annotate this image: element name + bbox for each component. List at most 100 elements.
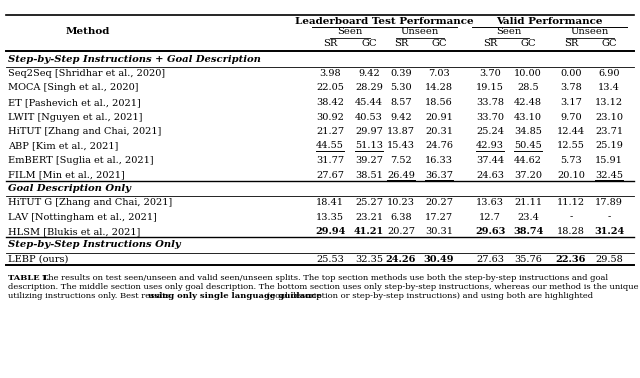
Text: 30.92: 30.92 — [316, 113, 344, 121]
Text: GC: GC — [601, 39, 617, 48]
Text: Method: Method — [66, 28, 110, 37]
Text: 5.73: 5.73 — [560, 156, 582, 165]
Text: SR: SR — [564, 39, 578, 48]
Text: 29.97: 29.97 — [355, 127, 383, 136]
Text: The results on test seen/unseen and valid seen/unseen splits. The top section me: The results on test seen/unseen and vali… — [40, 274, 608, 282]
Text: 15.43: 15.43 — [387, 141, 415, 150]
Text: 19.15: 19.15 — [476, 84, 504, 93]
Text: ABP [Kim et al., 2021]: ABP [Kim et al., 2021] — [8, 141, 118, 150]
Text: GC: GC — [361, 39, 377, 48]
Text: Step-by-Step Instructions Only: Step-by-Step Instructions Only — [8, 240, 180, 249]
Text: 9.42: 9.42 — [390, 113, 412, 121]
Text: 34.85: 34.85 — [514, 127, 542, 136]
Text: 13.4: 13.4 — [598, 84, 620, 93]
Text: Goal Description Only: Goal Description Only — [8, 184, 131, 192]
Text: 10.23: 10.23 — [387, 198, 415, 207]
Text: 51.13: 51.13 — [355, 141, 383, 150]
Text: 38.74: 38.74 — [513, 227, 543, 236]
Text: 25.53: 25.53 — [316, 255, 344, 263]
Text: 9.42: 9.42 — [358, 69, 380, 78]
Text: 30.31: 30.31 — [425, 227, 453, 236]
Text: -: - — [607, 212, 611, 222]
Text: 39.27: 39.27 — [355, 156, 383, 165]
Text: 29.94: 29.94 — [315, 227, 345, 236]
Text: 24.76: 24.76 — [425, 141, 453, 150]
Text: MOCA [Singh et al., 2020]: MOCA [Singh et al., 2020] — [8, 84, 138, 93]
Text: 0.00: 0.00 — [560, 69, 582, 78]
Text: Seq2Seq [Shridhar et al., 2020]: Seq2Seq [Shridhar et al., 2020] — [8, 69, 165, 78]
Text: 18.41: 18.41 — [316, 198, 344, 207]
Text: Unseen: Unseen — [401, 28, 439, 37]
Text: 41.21: 41.21 — [354, 227, 384, 236]
Text: 28.29: 28.29 — [355, 84, 383, 93]
Text: 40.53: 40.53 — [355, 113, 383, 121]
Text: SR: SR — [483, 39, 497, 48]
Text: 13.35: 13.35 — [316, 212, 344, 222]
Text: 17.89: 17.89 — [595, 198, 623, 207]
Text: 32.35: 32.35 — [355, 255, 383, 263]
Text: 13.12: 13.12 — [595, 98, 623, 107]
Text: 20.27: 20.27 — [387, 227, 415, 236]
Text: Step-by-Step Instructions + Goal Description: Step-by-Step Instructions + Goal Descrip… — [8, 54, 261, 64]
Text: 25.24: 25.24 — [476, 127, 504, 136]
Text: 44.55: 44.55 — [316, 141, 344, 150]
Text: 3.17: 3.17 — [560, 98, 582, 107]
Text: Leaderboard Test Performance: Leaderboard Test Performance — [295, 17, 474, 25]
Text: GC: GC — [431, 39, 447, 48]
Text: 32.45: 32.45 — [595, 170, 623, 180]
Text: 33.70: 33.70 — [476, 113, 504, 121]
Text: 25.27: 25.27 — [355, 198, 383, 207]
Text: 13.87: 13.87 — [387, 127, 415, 136]
Text: 44.62: 44.62 — [514, 156, 542, 165]
Text: 22.05: 22.05 — [316, 84, 344, 93]
Text: LEBP (ours): LEBP (ours) — [8, 255, 68, 263]
Text: 17.27: 17.27 — [425, 212, 453, 222]
Text: HiTUT G [Zhang and Chai, 2021]: HiTUT G [Zhang and Chai, 2021] — [8, 198, 172, 207]
Text: 18.28: 18.28 — [557, 227, 585, 236]
Text: 29.58: 29.58 — [595, 255, 623, 263]
Text: 7.03: 7.03 — [428, 69, 450, 78]
Text: TABLE I.: TABLE I. — [8, 274, 49, 282]
Text: 38.51: 38.51 — [355, 170, 383, 180]
Text: Seen: Seen — [496, 28, 522, 37]
Text: 7.52: 7.52 — [390, 156, 412, 165]
Text: 50.45: 50.45 — [514, 141, 542, 150]
Text: 13.63: 13.63 — [476, 198, 504, 207]
Text: -: - — [570, 212, 573, 222]
Text: HLSM [Blukis et al., 2021]: HLSM [Blukis et al., 2021] — [8, 227, 140, 236]
Text: 35.76: 35.76 — [514, 255, 542, 263]
Text: 21.27: 21.27 — [316, 127, 344, 136]
Text: 38.42: 38.42 — [316, 98, 344, 107]
Text: 3.78: 3.78 — [560, 84, 582, 93]
Text: 20.91: 20.91 — [425, 113, 453, 121]
Text: 24.26: 24.26 — [386, 255, 416, 263]
Text: 20.27: 20.27 — [425, 198, 453, 207]
Text: 25.19: 25.19 — [595, 141, 623, 150]
Text: 43.10: 43.10 — [514, 113, 542, 121]
Text: 45.44: 45.44 — [355, 98, 383, 107]
Text: 20.31: 20.31 — [425, 127, 453, 136]
Text: 6.90: 6.90 — [598, 69, 620, 78]
Text: 31.77: 31.77 — [316, 156, 344, 165]
Text: 36.37: 36.37 — [425, 170, 453, 180]
Text: 5.30: 5.30 — [390, 84, 412, 93]
Text: 42.93: 42.93 — [476, 141, 504, 150]
Text: 12.44: 12.44 — [557, 127, 585, 136]
Text: 16.33: 16.33 — [425, 156, 453, 165]
Text: 37.20: 37.20 — [514, 170, 542, 180]
Text: 37.44: 37.44 — [476, 156, 504, 165]
Text: 28.5: 28.5 — [517, 84, 539, 93]
Text: HiTUT [Zhang and Chai, 2021]: HiTUT [Zhang and Chai, 2021] — [8, 127, 161, 136]
Text: 26.49: 26.49 — [387, 170, 415, 180]
Text: LAV [Nottingham et al., 2021]: LAV [Nottingham et al., 2021] — [8, 212, 157, 222]
Text: 42.48: 42.48 — [514, 98, 542, 107]
Text: 23.10: 23.10 — [595, 113, 623, 121]
Text: (goal description or step-by-step instructions) and using both are highlighted: (goal description or step-by-step instru… — [264, 292, 593, 300]
Text: 23.21: 23.21 — [355, 212, 383, 222]
Text: 3.98: 3.98 — [319, 69, 341, 78]
Text: 6.38: 6.38 — [390, 212, 412, 222]
Text: 33.78: 33.78 — [476, 98, 504, 107]
Text: 12.7: 12.7 — [479, 212, 501, 222]
Text: ET [Pashevich et al., 2021]: ET [Pashevich et al., 2021] — [8, 98, 141, 107]
Text: 20.10: 20.10 — [557, 170, 585, 180]
